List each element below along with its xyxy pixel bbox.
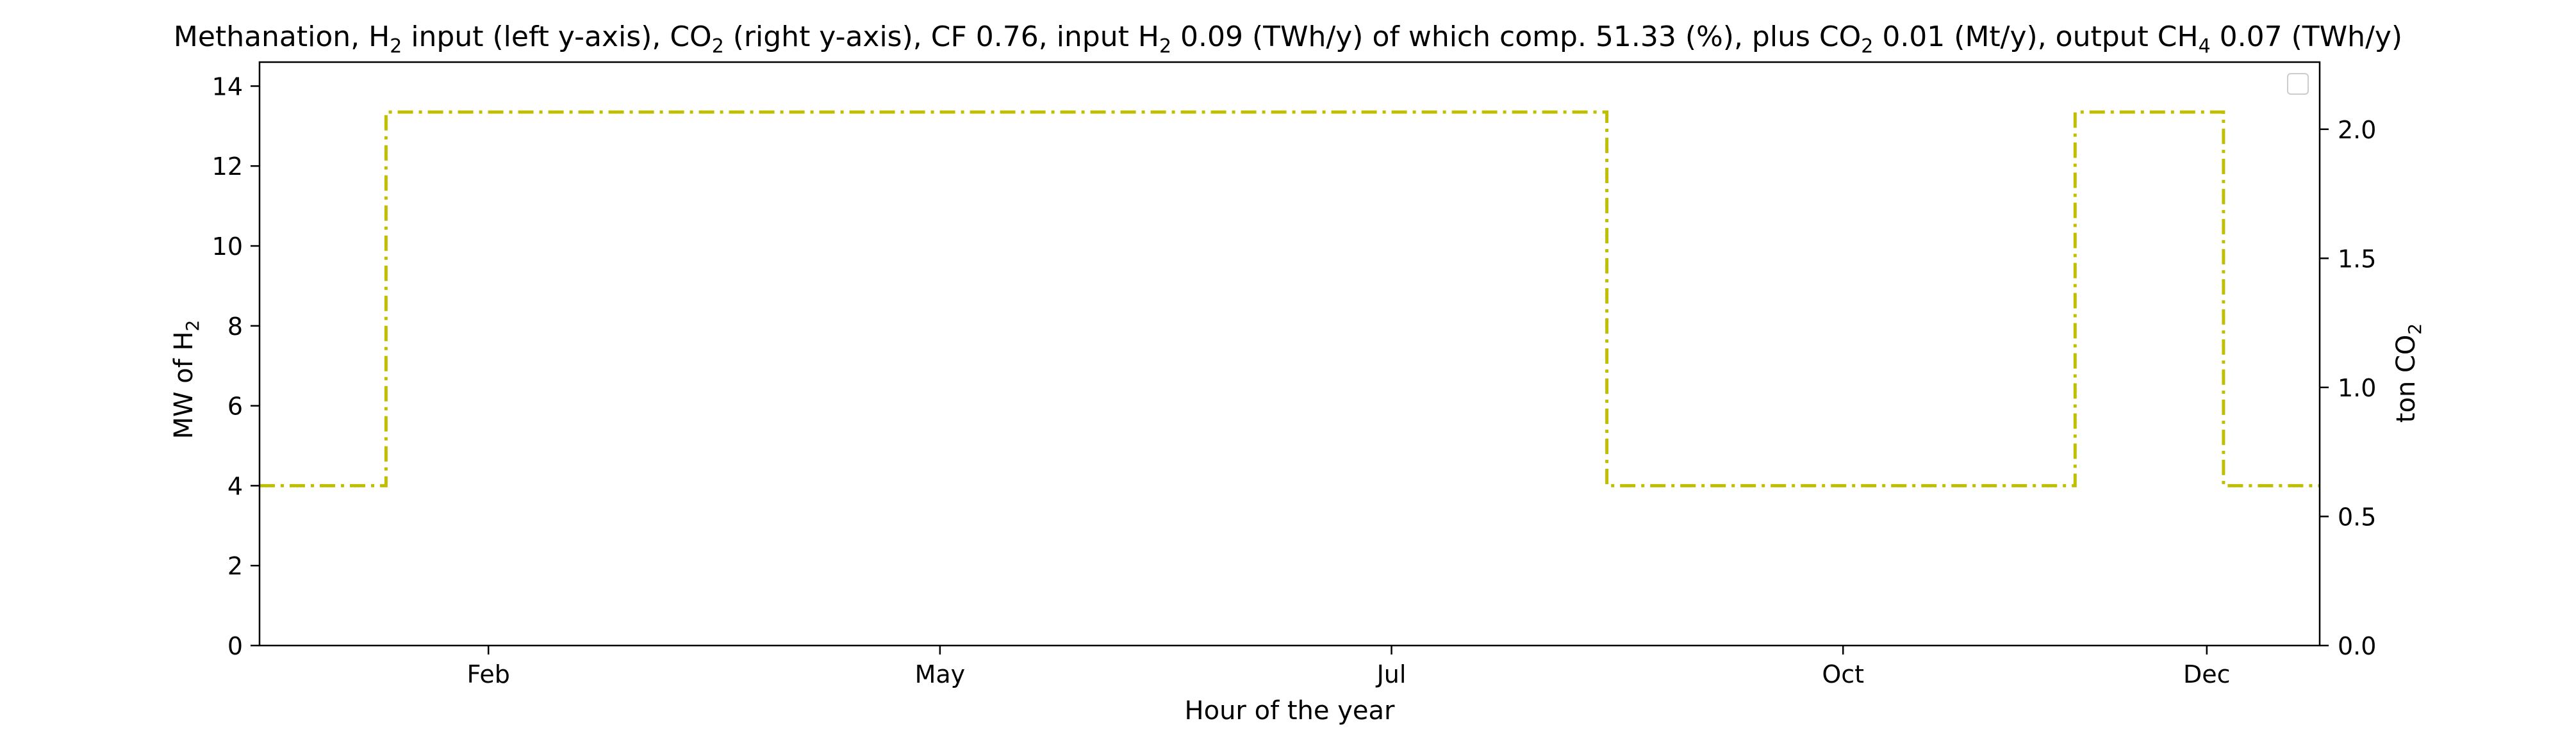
y-axis-label-left: MW of H2 <box>169 320 203 439</box>
title-segment: 0.07 (TWh/y) <box>2211 20 2402 53</box>
chart-title: Methanation, H2 input (left y-axis), CO2… <box>174 20 2402 58</box>
x-tick-label: Dec <box>2183 660 2231 688</box>
y-tick-label-left: 6 <box>227 393 243 421</box>
y-tick-label-right: 2.0 <box>2338 116 2376 144</box>
title-segment: 0.09 (TWh/y) of which comp. 51.33 (%), p… <box>1171 20 1861 53</box>
x-tick-label: Jul <box>1376 660 1407 688</box>
x-tick-label: Oct <box>1822 660 1864 688</box>
y-axis-label-right: ton CO2 <box>2391 323 2425 423</box>
y-tick-label-left: 4 <box>227 472 243 500</box>
title-segment: 0.01 (Mt/y), output CH <box>1873 20 2198 53</box>
x-axis-label: Hour of the year <box>1185 696 1395 726</box>
x-tick-label: Feb <box>467 660 510 688</box>
title-subscript: 2 <box>712 35 724 58</box>
y-tick-label-right: 1.0 <box>2338 374 2376 402</box>
y-axis-label-left-sub: 2 <box>182 320 203 332</box>
title-subscript: 2 <box>390 35 402 58</box>
x-tick-label: May <box>915 660 966 688</box>
y-axis-label-right-main: ton CO <box>2391 335 2421 423</box>
plot-frame <box>258 61 2321 647</box>
y-axis-label-left-main: MW of H <box>169 331 199 439</box>
legend-box <box>2287 73 2309 95</box>
y-tick-label-left: 2 <box>227 552 243 580</box>
y-tick-label-left: 10 <box>212 232 243 261</box>
y-tick-label-right: 0.0 <box>2338 632 2376 660</box>
title-segment: Methanation, H <box>174 20 390 53</box>
y-tick-label-left: 14 <box>212 72 243 101</box>
title-segment: input (left y-axis), CO <box>402 20 711 53</box>
title-subscript: 4 <box>2199 35 2211 58</box>
y-tick-label-right: 1.5 <box>2338 245 2376 273</box>
title-segment: (right y-axis), CF 0.76, input H <box>724 20 1159 53</box>
y-tick-label-left: 0 <box>227 632 243 660</box>
series-line-0 <box>260 110 2320 487</box>
y-tick-label-left: 8 <box>227 313 243 341</box>
y-tick-label-left: 12 <box>212 152 243 181</box>
title-subscript: 2 <box>1861 35 1873 58</box>
y-tick-label-right: 0.5 <box>2338 503 2376 531</box>
y-axis-label-right-sub: 2 <box>2404 323 2425 335</box>
title-subscript: 2 <box>1159 35 1171 58</box>
